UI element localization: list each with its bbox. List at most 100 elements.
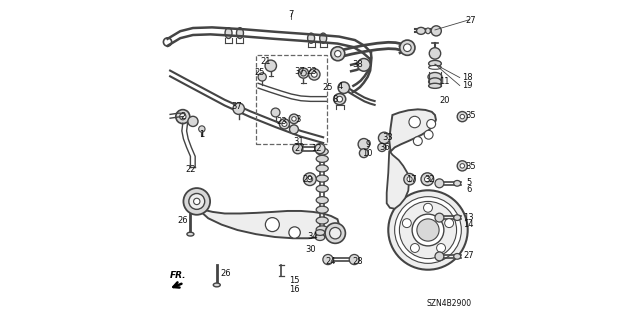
Circle shape (460, 115, 465, 119)
Circle shape (289, 114, 299, 123)
Circle shape (360, 149, 368, 158)
Ellipse shape (429, 60, 442, 67)
Text: 20: 20 (439, 96, 450, 105)
Text: 38: 38 (352, 60, 363, 69)
Circle shape (233, 103, 244, 115)
Text: 4: 4 (338, 82, 343, 91)
Text: 32: 32 (424, 175, 435, 184)
Ellipse shape (316, 230, 324, 235)
Text: 8: 8 (333, 95, 338, 104)
Text: 37: 37 (294, 67, 305, 76)
Circle shape (424, 130, 433, 139)
Text: 26: 26 (177, 216, 188, 225)
Text: 36: 36 (380, 143, 390, 152)
Text: 33: 33 (382, 133, 393, 142)
Ellipse shape (316, 197, 328, 204)
Circle shape (460, 164, 465, 168)
Circle shape (395, 197, 461, 263)
Ellipse shape (213, 283, 220, 287)
Ellipse shape (417, 27, 426, 34)
Circle shape (378, 143, 386, 152)
Text: 7: 7 (288, 11, 294, 19)
Circle shape (335, 50, 341, 57)
Circle shape (315, 144, 325, 154)
Circle shape (163, 38, 172, 46)
Circle shape (431, 26, 442, 36)
Text: 1: 1 (199, 130, 204, 139)
Circle shape (307, 176, 313, 182)
Circle shape (279, 119, 289, 129)
Text: 23: 23 (276, 117, 287, 126)
Ellipse shape (301, 70, 307, 76)
Text: 3: 3 (296, 115, 301, 124)
Ellipse shape (316, 217, 328, 224)
Ellipse shape (454, 254, 461, 259)
Text: 22: 22 (185, 165, 196, 174)
Circle shape (378, 132, 390, 144)
Ellipse shape (333, 93, 346, 105)
Circle shape (298, 68, 308, 78)
Text: 30: 30 (306, 245, 316, 254)
Text: 21: 21 (260, 57, 271, 66)
Text: 10: 10 (362, 149, 373, 158)
Circle shape (388, 190, 468, 270)
Circle shape (193, 198, 200, 204)
Circle shape (303, 173, 316, 186)
Circle shape (435, 213, 444, 222)
Text: 28: 28 (352, 257, 363, 266)
Circle shape (289, 125, 298, 134)
Text: 25: 25 (255, 68, 265, 77)
Text: 13: 13 (463, 213, 474, 222)
Circle shape (404, 174, 415, 185)
Text: 29: 29 (303, 175, 313, 184)
Circle shape (421, 173, 434, 186)
Ellipse shape (316, 185, 328, 192)
Circle shape (265, 60, 276, 71)
Circle shape (424, 203, 433, 212)
Circle shape (338, 82, 349, 93)
Circle shape (445, 219, 454, 227)
Ellipse shape (428, 72, 442, 81)
Circle shape (330, 227, 341, 239)
Text: 14: 14 (463, 220, 474, 229)
Text: 26: 26 (220, 269, 230, 278)
Circle shape (292, 144, 303, 154)
Text: 11: 11 (439, 77, 450, 86)
Ellipse shape (429, 65, 442, 69)
Circle shape (176, 110, 190, 123)
Circle shape (457, 161, 467, 171)
Ellipse shape (320, 33, 326, 43)
Circle shape (331, 47, 345, 61)
Text: 9: 9 (365, 140, 371, 149)
Text: 25: 25 (323, 83, 333, 92)
Ellipse shape (316, 165, 328, 172)
Circle shape (198, 126, 205, 132)
Circle shape (358, 138, 369, 150)
Circle shape (308, 69, 320, 80)
Circle shape (457, 112, 467, 122)
Text: 35: 35 (465, 162, 476, 171)
Text: 27: 27 (294, 144, 305, 153)
Ellipse shape (337, 96, 342, 102)
Circle shape (409, 116, 420, 128)
Ellipse shape (454, 215, 461, 220)
Circle shape (271, 108, 280, 117)
Text: 27: 27 (463, 251, 474, 260)
Ellipse shape (316, 226, 328, 233)
Ellipse shape (308, 33, 315, 43)
Circle shape (180, 114, 186, 120)
Ellipse shape (187, 232, 194, 236)
Text: 6: 6 (466, 185, 471, 194)
Circle shape (404, 44, 411, 51)
Text: 35: 35 (465, 111, 476, 120)
Circle shape (407, 177, 412, 182)
Text: 17: 17 (406, 175, 417, 184)
Circle shape (429, 48, 441, 59)
Ellipse shape (236, 28, 243, 39)
Text: 24: 24 (325, 257, 335, 266)
Circle shape (188, 116, 198, 126)
Text: FR.: FR. (170, 271, 186, 279)
Text: 37: 37 (232, 102, 242, 111)
Text: 15: 15 (289, 276, 300, 285)
Circle shape (349, 255, 360, 265)
